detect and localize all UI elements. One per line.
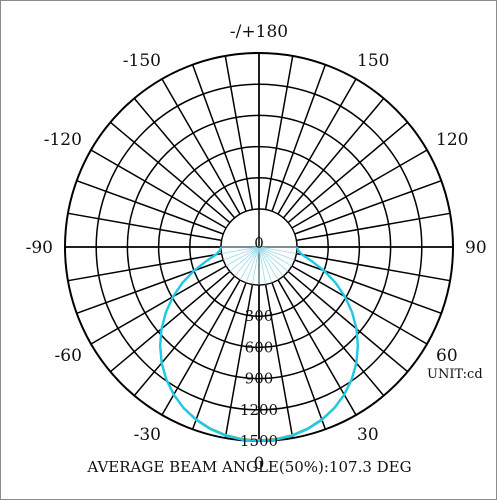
- grid-spoke: [76, 259, 224, 315]
- radial-tick-label: 900: [245, 370, 274, 388]
- grid-spoke: [90, 149, 227, 229]
- grid-spoke: [294, 259, 442, 315]
- center-fan-line: [258, 246, 284, 277]
- center-fan-line: [258, 246, 266, 285]
- center-fan-line: [258, 246, 295, 261]
- grid-spoke: [291, 265, 428, 345]
- grid-spoke: [264, 284, 294, 439]
- intensity-curves: [158, 246, 360, 443]
- radial-tick-label: 300: [245, 307, 274, 325]
- center-fan-line: [221, 246, 260, 254]
- radial-tick-label: 600: [245, 338, 274, 356]
- grid-spoke: [277, 78, 357, 215]
- angle-tick-label: -150: [123, 51, 161, 71]
- radial-tick-label: 1200: [240, 401, 278, 419]
- grid-spoke: [282, 97, 385, 219]
- grid-spoke: [67, 212, 222, 242]
- center-fan-line: [252, 246, 260, 285]
- angle-tick-label: -120: [44, 130, 82, 150]
- center-fan-line: [239, 246, 260, 281]
- center-fan-line: [223, 246, 260, 261]
- grid-spoke: [277, 279, 357, 416]
- radial-tick-label: 0: [254, 234, 264, 252]
- grid-spoke: [296, 252, 451, 282]
- grid-spoke: [90, 265, 227, 345]
- angle-tick-label: 60: [436, 346, 458, 366]
- center-fan-line: [234, 246, 260, 277]
- grid-spoke: [224, 55, 254, 210]
- grid-spoke: [109, 121, 231, 224]
- angle-tick-label: -60: [55, 346, 82, 366]
- radial-tick-label: 1500: [240, 432, 278, 450]
- grid-spoke: [282, 275, 385, 397]
- angle-tick-label: -/+180: [230, 22, 288, 42]
- radial-labels: 0 300 600 900 1200 1500: [240, 234, 278, 450]
- grid-spoke: [161, 78, 241, 215]
- grid-spoke: [294, 179, 442, 235]
- beam-angle-caption: AVERAGE BEAM ANGLE(50%):107.3 DEG: [87, 458, 412, 476]
- center-fan-line: [258, 246, 297, 254]
- grid-spoke: [191, 64, 247, 212]
- center-fan-line: [225, 246, 260, 267]
- angle-tick-label: 150: [357, 51, 389, 71]
- center-fan-line: [258, 246, 279, 281]
- center-fan-line: [245, 246, 260, 283]
- angle-tick-label: -30: [134, 425, 161, 445]
- grid-spoke: [76, 179, 224, 235]
- grid-spoke: [287, 270, 409, 373]
- angle-tick-label: 30: [357, 425, 379, 445]
- grid-spoke: [291, 149, 428, 229]
- grid-spoke: [224, 284, 254, 439]
- angle-tick-label: 90: [465, 238, 487, 258]
- grid-spoke: [133, 275, 236, 397]
- center-fan-line: [229, 246, 260, 272]
- angle-tick-label: 0: [254, 454, 265, 474]
- grid-spoke: [161, 279, 241, 416]
- center-fan-line: [258, 246, 289, 272]
- intensity-series: [158, 246, 360, 443]
- grid-spoke: [264, 55, 294, 210]
- grid-spoke: [191, 282, 247, 430]
- center-fan-line: [258, 246, 273, 283]
- angle-tick-label: -90: [26, 238, 53, 258]
- grid-spoke: [271, 282, 327, 430]
- grid-spoke: [67, 252, 222, 282]
- grid-spoke: [271, 64, 327, 212]
- grid-spoke: [287, 121, 409, 224]
- angle-labels: -/+180 150 -150 120 -120 90 -90 60 -60 30 -30 0: [26, 22, 487, 474]
- grid-spoke: [133, 97, 236, 219]
- unit-label: UNIT:cd: [427, 367, 483, 382]
- grid-spoke: [296, 212, 451, 242]
- angle-tick-label: 120: [436, 130, 468, 150]
- center-fan-line: [258, 246, 293, 267]
- grid-spoke: [109, 270, 231, 373]
- polar-grid: [64, 52, 454, 442]
